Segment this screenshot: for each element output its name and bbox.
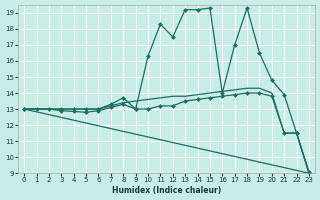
- X-axis label: Humidex (Indice chaleur): Humidex (Indice chaleur): [112, 186, 221, 195]
